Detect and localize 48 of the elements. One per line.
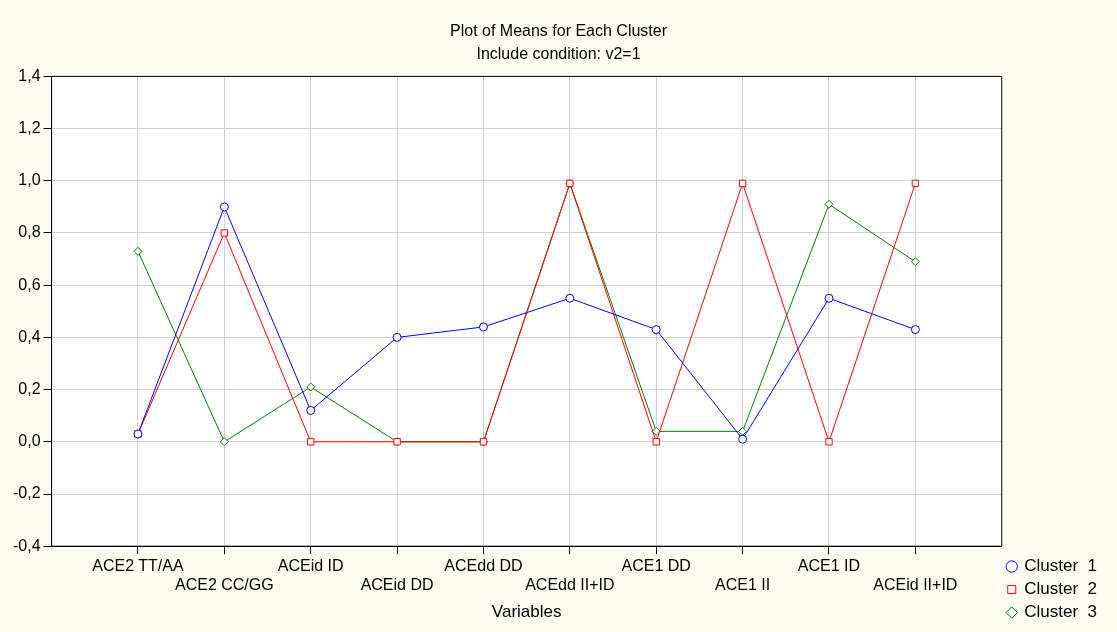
point (220, 229, 229, 237)
y-tick-label: 0,4 (18, 327, 41, 345)
point (306, 382, 316, 392)
x-tick-label: ACEdd DD (444, 557, 523, 575)
point (652, 438, 660, 446)
x-tick-label: ACEid DD (360, 576, 434, 594)
point (910, 257, 920, 267)
x-tick-label: ACE2 CC/GG (174, 576, 274, 594)
point (478, 322, 488, 332)
y-tick-label: 0,6 (18, 275, 41, 293)
y-tick-label: -0,4 (12, 536, 41, 554)
point (825, 438, 833, 446)
point (824, 199, 834, 209)
point (651, 325, 661, 335)
point (738, 434, 748, 444)
x-tick-label: ACE1 II (715, 576, 771, 594)
chart-title: Plot of Means for Each Cluster (450, 22, 668, 40)
point (219, 202, 229, 212)
x-tick-label: ACEid II+ID (873, 576, 958, 594)
point (651, 426, 661, 436)
y-tick-label: 1,2 (18, 119, 41, 137)
y-tick-label: 0,2 (18, 380, 41, 398)
point (565, 293, 575, 303)
legend-label: Cluster 1 (1024, 556, 1097, 576)
point (219, 437, 229, 447)
point (306, 405, 316, 415)
y-tick-label: 0,8 (18, 223, 41, 241)
y-tick-label: 1,0 (18, 171, 41, 189)
x-tick-label: ACEdd II+ID (525, 576, 615, 594)
x-tick-label: ACE1 DD (621, 557, 691, 575)
chart-subtitle: Include condition: v2=1 (476, 45, 641, 63)
point (738, 179, 747, 188)
point (911, 179, 920, 188)
y-tick-label: 1,4 (18, 66, 41, 84)
y-tick-label: 0,0 (18, 432, 41, 450)
point (133, 246, 143, 256)
point (824, 293, 834, 303)
point (307, 438, 315, 446)
point (910, 325, 920, 335)
point (738, 426, 748, 436)
y-tick-label: -0,2 (12, 484, 41, 502)
legend-label: Cluster 3 (1024, 602, 1097, 622)
x-tick-label: ACE2 TT/AA (92, 557, 184, 575)
x-tick-label: ACE1 ID (797, 557, 861, 575)
legend-label: Cluster 2 (1024, 579, 1097, 599)
x-tick-label: ACEid ID (277, 557, 344, 575)
x-axis-title: Variables (491, 602, 562, 622)
point (392, 332, 402, 342)
